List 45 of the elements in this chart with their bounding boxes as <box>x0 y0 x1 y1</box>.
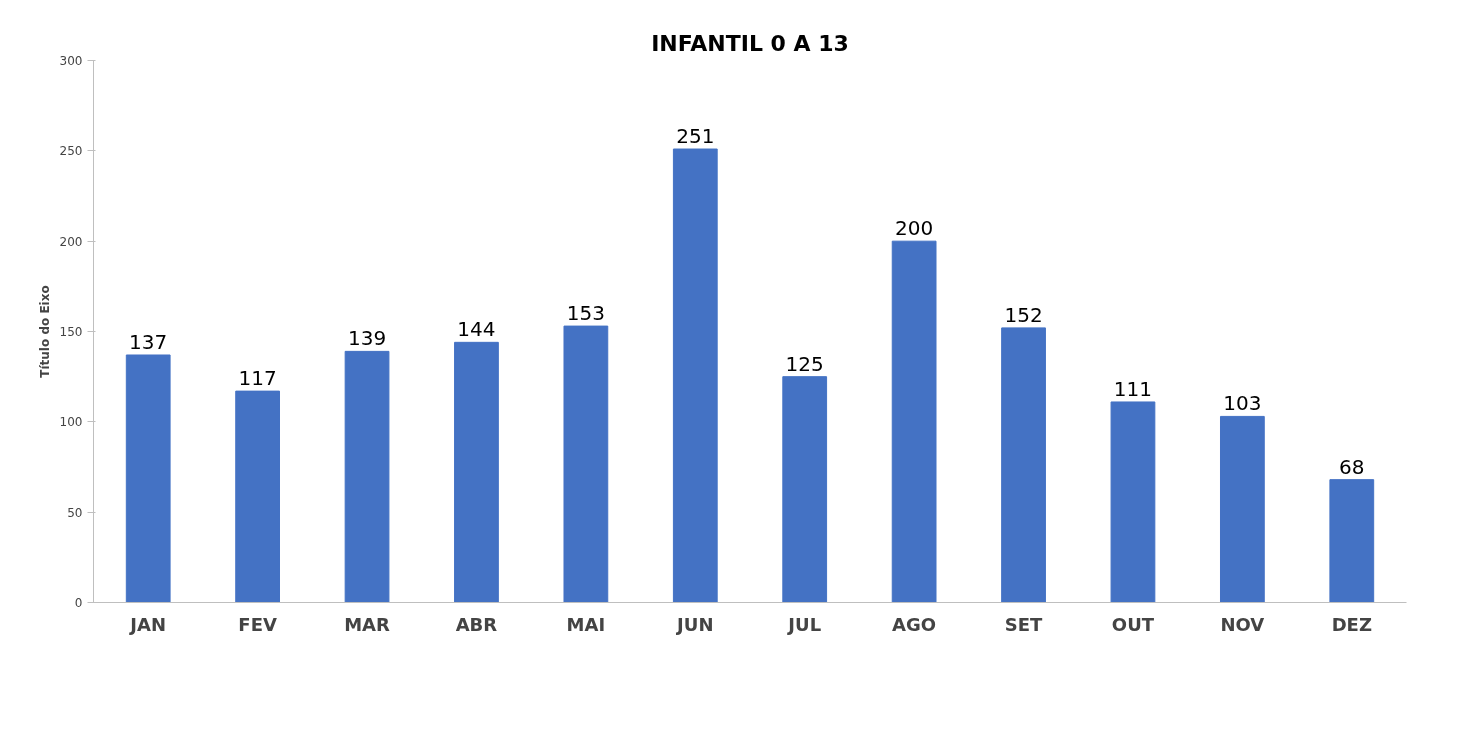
bar <box>1001 327 1046 603</box>
bar <box>454 341 499 603</box>
x-tick-label: NOV <box>1220 613 1265 635</box>
data-label: 125 <box>785 351 824 376</box>
data-label: 153 <box>566 301 605 326</box>
x-tick-label: MAI <box>566 613 606 635</box>
x-tick-label: JAN <box>128 613 167 635</box>
data-label: 200 <box>895 216 934 241</box>
data-label: 144 <box>457 317 496 342</box>
bar <box>125 354 171 603</box>
data-label: 111 <box>1113 376 1153 401</box>
data-label: 137 <box>129 329 168 354</box>
y-tick-label: 50 <box>67 505 83 520</box>
bar <box>782 376 828 603</box>
y-tick-label: 150 <box>59 325 83 339</box>
x-tick-label: JUL <box>786 613 822 635</box>
y-tick-label: 300 <box>59 54 83 68</box>
bar <box>672 148 718 603</box>
x-tick-label: ABR <box>455 613 498 635</box>
bar <box>1219 415 1265 603</box>
y-tick-label: 250 <box>59 144 83 159</box>
x-tick-label: DEZ <box>1331 613 1372 635</box>
data-label: 117 <box>238 366 277 391</box>
x-tick-label: AGO <box>892 613 937 635</box>
x-tick-label: MAR <box>344 613 391 635</box>
bar <box>891 240 937 603</box>
x-tick-label: SET <box>1004 613 1044 635</box>
data-label: 103 <box>1223 391 1262 416</box>
chart-title: INFANTIL 0 A 13 <box>651 30 849 56</box>
x-tick-label: OUT <box>1111 613 1155 635</box>
y-tick-label: 100 <box>59 415 83 430</box>
data-label: 68 <box>1339 454 1365 479</box>
y-tick-label: 200 <box>59 234 83 249</box>
bar <box>344 350 390 603</box>
x-tick-label: JUN <box>675 613 714 635</box>
x-tick-label: FEV <box>238 613 277 635</box>
data-label: 152 <box>1004 302 1043 327</box>
y-axis-title: Título do Eixo <box>37 285 52 378</box>
data-label: 251 <box>676 124 715 149</box>
bar <box>1329 479 1375 603</box>
bar <box>1110 401 1156 603</box>
y-tick-label: 0 <box>74 596 83 610</box>
bar <box>563 325 609 603</box>
bar <box>235 390 281 603</box>
data-label: 139 <box>347 326 387 351</box>
